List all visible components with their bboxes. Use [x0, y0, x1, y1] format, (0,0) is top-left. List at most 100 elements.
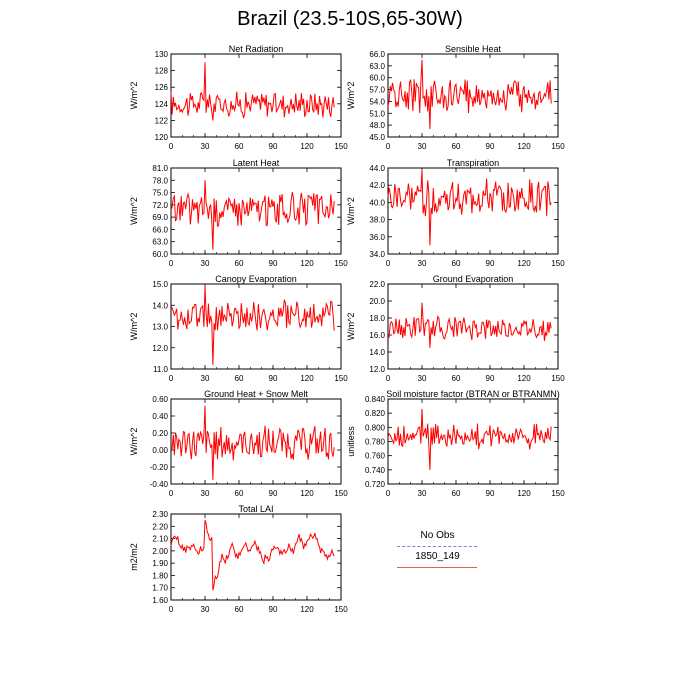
panel-ground-evaporation: Ground Evaporation W/m^2 0 30 60 90 120 150 12.0…: [346, 274, 565, 383]
y-tick-label: 0.800: [365, 423, 386, 432]
legend: No Obs 1850_149: [395, 530, 480, 575]
panel-title: Soil moisture factor (BTRAN or BTRANMN): [386, 389, 560, 399]
y-axis-label: m2/m2: [129, 543, 139, 571]
plot-frame: [170, 513, 342, 601]
y-tick-label: 2.30: [152, 510, 168, 519]
x-tick-label: 60: [452, 142, 461, 151]
y-tick-label: 40.0: [369, 198, 385, 207]
y-tick-label: 13.0: [152, 323, 168, 332]
x-tick-label: 120: [300, 142, 314, 151]
panel-latent-heat: Latent Heat W/m^2 0 30 60 90 120 150 60.0 63.0 66.…: [129, 158, 348, 268]
y-tick-label: 124: [155, 100, 169, 109]
series-line-1850-149: [170, 62, 335, 121]
y-tick-label: 34.0: [369, 250, 385, 259]
panel-title: Ground Evaporation: [433, 274, 514, 284]
panel-title: Sensible Heat: [445, 44, 502, 54]
y-tick-label: 22.0: [369, 280, 385, 289]
y-tick-label: 0.60: [152, 395, 168, 404]
y-tick-label: 42.0: [369, 181, 385, 190]
y-tick-label: 14.0: [152, 301, 168, 310]
x-tick-label: 120: [300, 374, 314, 383]
x-tick-label: 60: [235, 489, 244, 498]
plot-frame: [170, 398, 342, 485]
y-tick-label: 75.0: [152, 189, 168, 198]
x-tick-label: 30: [201, 374, 210, 383]
y-tick-label: 1.70: [152, 584, 168, 593]
panel-title: Ground Heat + Snow Melt: [204, 389, 308, 399]
y-tick-label: 66.0: [152, 225, 168, 234]
y-tick-label: 66.0: [369, 50, 385, 59]
x-tick-label: 90: [486, 142, 495, 151]
series-line-1850-149: [170, 286, 335, 365]
y-tick-label: 122: [155, 116, 169, 125]
x-tick-label: 0: [169, 142, 174, 151]
x-tick-label: 150: [551, 489, 565, 498]
x-tick-label: 90: [486, 489, 495, 498]
y-tick-label: 81.0: [152, 164, 168, 173]
y-tick-label: 0.20: [152, 429, 168, 438]
panel-ground-heat-snow-melt: Ground Heat + Snow Melt W/m^2 0 30 60 90 120 15…: [129, 389, 348, 498]
y-axis-label: W/m^2: [129, 82, 139, 110]
plot-frame: [170, 167, 342, 255]
x-tick-label: 60: [452, 489, 461, 498]
x-tick-label: 0: [386, 142, 391, 151]
panel-title: Total LAI: [238, 504, 273, 514]
series-line-1850-149: [387, 302, 552, 348]
y-tick-label: 36.0: [369, 233, 385, 242]
y-tick-label: 2.10: [152, 535, 168, 544]
y-tick-label: 0.780: [365, 438, 386, 447]
y-tick-label: 44.0: [369, 164, 385, 173]
y-axis-label: unitless: [346, 426, 356, 457]
x-tick-label: 120: [517, 142, 531, 151]
x-tick-label: 30: [201, 259, 210, 268]
x-tick-label: 30: [418, 259, 427, 268]
series-line-1850-149: [387, 169, 552, 246]
y-axis-label: W/m^2: [129, 428, 139, 456]
y-tick-label: 14.0: [369, 348, 385, 357]
y-tick-label: 11.0: [153, 365, 169, 374]
y-tick-label: -0.20: [150, 463, 169, 472]
x-tick-label: 60: [452, 374, 461, 383]
y-tick-label: 0.760: [365, 452, 386, 461]
x-tick-label: 90: [269, 374, 278, 383]
x-tick-label: 0: [169, 489, 174, 498]
panel-soil-moisture-factor-btran-or-btranmn: Soil moisture factor (BTRAN or BTRANMN) u…: [346, 389, 565, 498]
y-tick-label: 60.0: [152, 250, 168, 259]
y-tick-label: 51.0: [369, 109, 385, 118]
x-tick-label: 60: [235, 142, 244, 151]
x-tick-label: 60: [235, 259, 244, 268]
y-tick-label: 15.0: [152, 280, 168, 289]
plot-frame: [170, 283, 342, 370]
y-tick-label: -0.40: [150, 480, 169, 489]
series-line-1850-149: [170, 180, 335, 250]
series-line-1850-149: [170, 519, 335, 591]
y-tick-label: 63.0: [152, 238, 168, 247]
x-tick-label: 0: [386, 259, 391, 268]
y-axis-label: W/m^2: [346, 197, 356, 225]
y-tick-label: 0.00: [152, 446, 168, 455]
x-tick-label: 120: [300, 259, 314, 268]
y-tick-label: 130: [155, 50, 169, 59]
x-tick-label: 150: [551, 142, 565, 151]
legend-line-1850-149: [397, 567, 477, 568]
x-tick-label: 0: [386, 489, 391, 498]
x-tick-label: 120: [517, 374, 531, 383]
y-tick-label: 1.90: [152, 559, 168, 568]
series-line-1850-149: [387, 408, 552, 470]
y-tick-label: 12.0: [152, 344, 168, 353]
x-tick-label: 0: [169, 605, 174, 614]
panel-total-lai: Total LAI m2/m2 0 30 60 90 120 150 1.60 1.70 1.80 1…: [129, 504, 348, 614]
y-axis-label: W/m^2: [129, 197, 139, 225]
y-tick-label: 120: [155, 133, 169, 142]
y-tick-label: 78.0: [152, 176, 168, 185]
x-tick-label: 60: [452, 259, 461, 268]
x-tick-label: 120: [517, 489, 531, 498]
x-tick-label: 30: [418, 142, 427, 151]
x-tick-label: 150: [334, 489, 348, 498]
series-line-1850-149: [387, 59, 552, 130]
y-tick-label: 126: [155, 83, 169, 92]
legend-line-no-obs: [397, 546, 477, 547]
y-tick-label: 45.0: [369, 133, 385, 142]
x-tick-label: 120: [300, 605, 314, 614]
